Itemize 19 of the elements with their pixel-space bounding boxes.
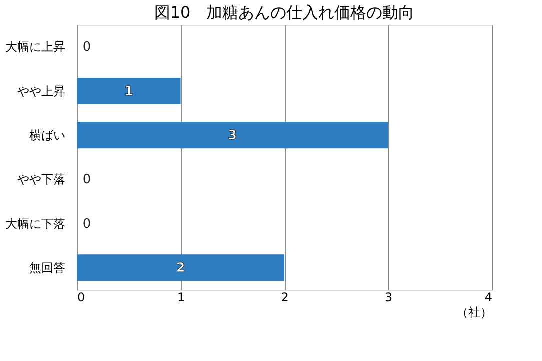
chart-title: 図10 加糖あんの仕入れ価格の動向 [154, 3, 415, 22]
x-tick-label: 2 [281, 290, 289, 304]
y-tick-label: やや上昇 [18, 84, 66, 98]
data-label: 0 [82, 172, 92, 188]
data-label: 2 [176, 260, 186, 276]
x-tick-label: 0 [78, 290, 86, 304]
y-tick-label: 大幅に下落 [6, 216, 66, 231]
y-tick-label: 横ばい [30, 128, 66, 142]
data-label: 3 [228, 128, 238, 144]
y-tick-label: やや下落 [18, 172, 66, 187]
data-label: 0 [82, 40, 92, 56]
x-tick-label: 3 [384, 290, 393, 304]
x-tick-label: 1 [177, 290, 186, 304]
x-axis-title: （社） [456, 306, 492, 320]
data-label: 1 [124, 84, 134, 100]
y-tick-label: 大幅に上昇 [6, 40, 66, 54]
y-tick-label: 無回答 [30, 260, 66, 275]
data-label: 0 [82, 216, 92, 232]
x-tick-label: 4 [484, 290, 492, 304]
